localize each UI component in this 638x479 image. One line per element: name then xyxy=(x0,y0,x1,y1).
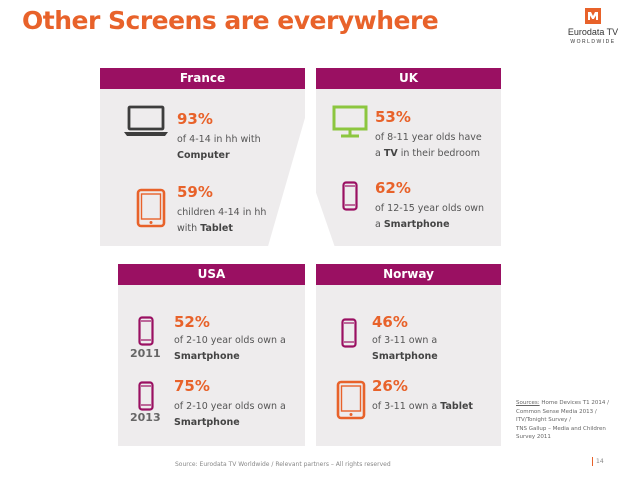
stat-description: of 2-10 year olds own a Smartphone xyxy=(174,333,286,365)
stat-line: of 3-11 own a Tablet xyxy=(372,399,473,415)
tv-icon xyxy=(332,105,368,138)
stat-value: 46% xyxy=(372,313,408,331)
stat-line: Smartphone xyxy=(372,349,438,365)
panel-usa: USA xyxy=(118,264,305,446)
stat-line: of 4-14 in hh with xyxy=(177,134,261,145)
stat-description: of 12-15 year olds own a Smartphone xyxy=(375,201,484,233)
stat-text: a xyxy=(375,219,384,230)
stat-text: a xyxy=(375,148,384,159)
smartphone-icon xyxy=(342,181,358,211)
sources-line: ITV/Tonight Survey / xyxy=(516,417,572,423)
panel-header-usa: USA xyxy=(118,264,305,285)
stat-line: a TV in their bedroom xyxy=(375,146,482,162)
stat-description: of 2-10 year olds own a Smartphone xyxy=(174,399,286,431)
stat-highlight: Smartphone xyxy=(174,417,240,428)
logo-mark-icon xyxy=(585,8,601,24)
panel-header-uk: UK xyxy=(316,68,501,89)
smartphone-icon xyxy=(138,381,154,411)
sources-line: Sources: Home Devices T1 2014 / xyxy=(516,399,626,408)
panel-uk: UK xyxy=(316,68,501,246)
stat-line: Smartphone xyxy=(174,415,286,431)
page-title: Other Screens are everywhere xyxy=(22,6,439,35)
stat-description: of 4-14 in hh with Computer xyxy=(177,132,261,164)
stat-value: 26% xyxy=(372,377,408,395)
stat-line: of 8-11 year olds have xyxy=(375,132,482,143)
panel-norway: Norway xyxy=(316,264,501,446)
year-label: 2013 xyxy=(130,411,161,424)
stat-highlight: Smartphone xyxy=(372,351,438,362)
logo-tagline: WORLDWIDE xyxy=(570,39,616,45)
stat-line: with Tablet xyxy=(177,221,266,237)
stat-line: children 4-14 in hh xyxy=(177,207,267,218)
stat-text: in their bedroom xyxy=(397,148,481,159)
year-label: 2011 xyxy=(130,347,161,360)
panel-header-norway: Norway xyxy=(316,264,501,285)
stat-line: of 12-15 year olds own xyxy=(375,203,485,214)
eurodata-logo: Eurodata TV WORLDWIDE xyxy=(560,6,626,50)
stat-line: of 2-10 year olds own a xyxy=(174,335,286,346)
stat-value: 93% xyxy=(177,110,213,128)
page-number: 14 xyxy=(596,458,604,465)
stat-value: 59% xyxy=(177,183,213,201)
stat-value: 53% xyxy=(375,108,411,126)
stat-highlight: Smartphone xyxy=(174,351,240,362)
panel-header-france: France xyxy=(100,68,305,89)
stat-value: 52% xyxy=(174,313,210,331)
panel-france: France xyxy=(100,68,305,246)
stat-description: of 8-11 year olds have a TV in their bed… xyxy=(375,130,482,162)
stat-line: Computer xyxy=(177,148,261,164)
stat-highlight: Tablet xyxy=(200,223,233,234)
page-divider xyxy=(592,457,593,466)
stat-line: a Smartphone xyxy=(375,217,484,233)
tablet-icon xyxy=(136,188,166,228)
stat-value: 75% xyxy=(174,377,210,395)
smartphone-icon xyxy=(341,318,357,348)
laptop-icon xyxy=(124,105,168,136)
sources-label: Sources: xyxy=(516,400,540,406)
stat-line: Smartphone xyxy=(174,349,286,365)
stat-text: with xyxy=(177,223,201,234)
sources-line: TNS Gallup – Media and Children xyxy=(516,425,606,432)
stat-line: of 3-11 own a xyxy=(372,335,438,346)
sources-line: Common Sense Media 2013 / xyxy=(516,408,597,415)
footer-source: Source: Eurodata TV Worldwide / Relevant… xyxy=(175,461,391,468)
sources-note: Sources: Home Devices T1 2014 / Common S… xyxy=(516,399,626,442)
stat-description: children 4-14 in hh with Tablet xyxy=(177,205,266,237)
stat-highlight: TV xyxy=(383,148,398,159)
stat-text: of 3-11 own a xyxy=(372,401,441,412)
sources-line: Survey 2011 xyxy=(516,434,551,440)
tablet-icon xyxy=(336,380,366,420)
stat-highlight: Smartphone xyxy=(383,219,450,230)
stat-highlight: Tablet xyxy=(440,401,473,412)
stat-line: of 2-10 year olds own a xyxy=(174,401,286,412)
stat-description: of 3-11 own a Tablet xyxy=(372,399,473,415)
sources-text: Home Devices T1 2014 / xyxy=(539,400,609,406)
smartphone-icon xyxy=(138,316,154,346)
stat-description: of 3-11 own a Smartphone xyxy=(372,333,438,365)
stat-highlight: Computer xyxy=(177,150,230,161)
stat-value: 62% xyxy=(375,179,411,197)
logo-name: Eurodata TV xyxy=(567,27,619,37)
